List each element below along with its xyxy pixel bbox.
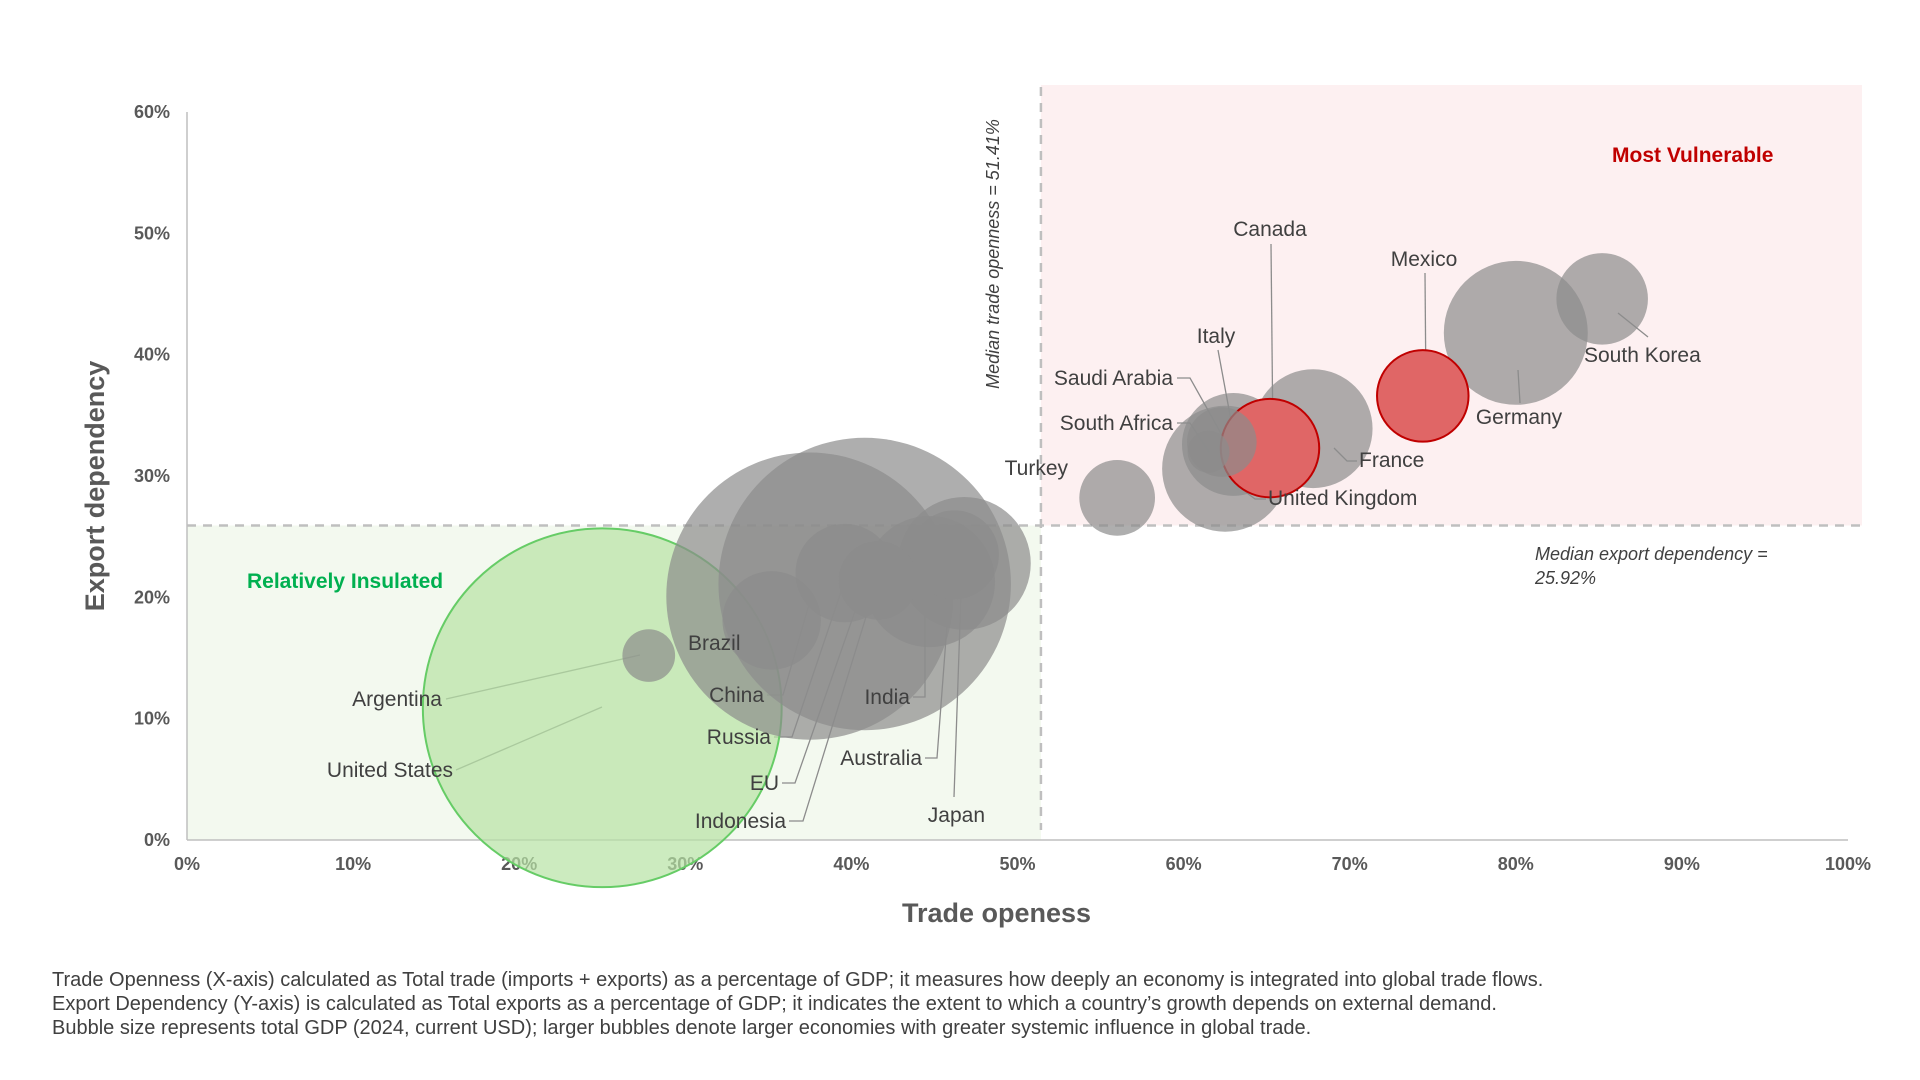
label-russia: Russia	[707, 726, 772, 749]
bubble-argentina	[622, 629, 676, 682]
median-export-dependency-label: Median export dependency =	[1535, 544, 1768, 564]
footnote-line-trade-openness: Trade Openness (X-axis) calculated as To…	[52, 969, 1544, 991]
y-tick-label: 0%	[144, 830, 170, 850]
y-tick-label: 50%	[134, 223, 170, 243]
most-vulnerable-label: Most Vulnerable	[1612, 144, 1773, 167]
label-mexico: Mexico	[1391, 248, 1458, 271]
x-tick-label: 70%	[1332, 854, 1368, 874]
median-trade-openness-label: Median trade openness = 51.41%	[983, 119, 1003, 389]
y-axis-title: Export dependency	[80, 361, 110, 612]
x-tick-label: 40%	[833, 854, 869, 874]
relatively-insulated-label: Relatively Insulated	[247, 570, 443, 593]
x-axis-title: Trade openess	[902, 898, 1091, 928]
label-germany: Germany	[1476, 406, 1563, 429]
label-china: China	[709, 684, 764, 707]
label-turkey: Turkey	[1005, 457, 1069, 480]
bubble-indonesia	[838, 541, 918, 620]
median-export-dependency-label: 25.92%	[1534, 568, 1596, 588]
bubble-mexico	[1376, 349, 1470, 443]
label-japan: Japan	[928, 804, 985, 827]
label-france: France	[1359, 449, 1424, 472]
label-italy: Italy	[1197, 325, 1236, 348]
label-indonesia: Indonesia	[695, 810, 786, 833]
y-tick-label: 20%	[134, 587, 170, 607]
bubble-australia	[909, 510, 999, 600]
y-tick-label: 10%	[134, 709, 170, 729]
x-tick-label: 100%	[1825, 854, 1871, 874]
x-tick-label: 90%	[1664, 854, 1700, 874]
label-saudi-arabia: Saudi Arabia	[1054, 367, 1173, 390]
y-tick-label: 30%	[134, 466, 170, 486]
footnote-line-export-dependency: Export Dependency (Y-axis) is calculated…	[52, 993, 1497, 1015]
trade-bubble-chart: Most Vulnerable Relatively Insulated 0% 10…	[80, 85, 1871, 928]
label-south-africa: South Africa	[1060, 412, 1174, 435]
x-tick-label: 10%	[335, 854, 371, 874]
label-eu: EU	[750, 772, 779, 795]
country-labels: United States Argentina Brazil China EU Russi…	[327, 218, 1701, 833]
x-tick-label: 0%	[174, 854, 200, 874]
label-brazil: Brazil	[688, 632, 741, 655]
x-tick-label: 60%	[1166, 854, 1202, 874]
footnote-line-bubble-size: Bubble size represents total GDP (2024, …	[52, 1017, 1312, 1039]
label-united-states: United States	[327, 759, 453, 782]
y-tick-label: 60%	[134, 102, 170, 122]
bubble-south-korea	[1556, 253, 1648, 345]
bubbles	[421, 253, 1648, 889]
label-south-korea: South Korea	[1584, 344, 1701, 367]
bubble-germany	[1443, 260, 1588, 405]
footnote: Trade Openness (X-axis) calculated as To…	[52, 968, 1892, 1040]
label-australia: Australia	[840, 747, 922, 770]
bubble-brazil	[722, 571, 821, 670]
bubble-turkey	[1079, 459, 1156, 536]
label-united-kingdom: United Kingdom	[1268, 487, 1417, 510]
bubble-south-africa	[1187, 430, 1230, 473]
label-argentina: Argentina	[352, 688, 442, 711]
x-tick-label: 80%	[1498, 854, 1534, 874]
chart-axes: 0%10%20%30%40%50%60%70%80%90%100%0%10%20…	[80, 102, 1871, 928]
median-lines: Median trade openness = 51.41% Median exp…	[187, 87, 1862, 830]
label-canada: Canada	[1233, 218, 1307, 241]
x-tick-label: 50%	[999, 854, 1035, 874]
label-india: India	[864, 686, 910, 709]
y-tick-label: 40%	[134, 345, 170, 365]
